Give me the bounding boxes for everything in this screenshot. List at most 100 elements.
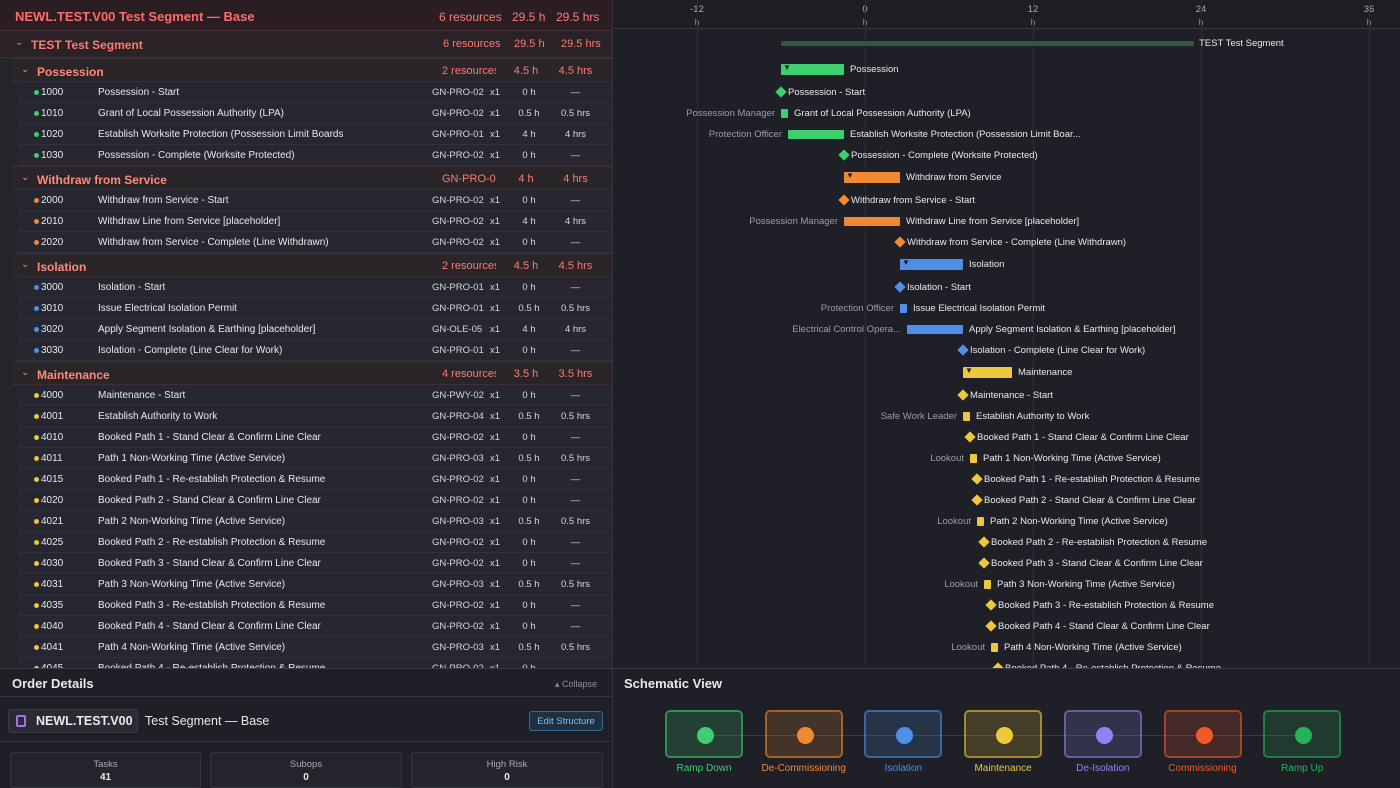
task-tree-panel: NEWL.TEST.V00 Test Segment — Base 6 reso… xyxy=(0,0,612,668)
task-name: Possession - Start xyxy=(98,87,180,98)
task-bar[interactable] xyxy=(963,412,970,421)
stat-high-risk: High Risk 0 xyxy=(411,752,603,788)
task-row[interactable]: 1000 Possession - Start GN-PRO-02 x1 0 h — xyxy=(18,82,612,103)
milestone-diamond[interactable] xyxy=(894,236,906,248)
milestone-diamond[interactable] xyxy=(985,599,997,611)
task-name: Maintenance - Start xyxy=(98,390,186,401)
task-row[interactable]: 4020 Booked Path 2 - Stand Clear & Confir… xyxy=(18,490,612,511)
phase-node[interactable] xyxy=(764,710,843,758)
task-row[interactable]: 2000 Withdraw from Service - Start GN-PRO-… xyxy=(18,190,612,211)
task-row[interactable]: 4041 Path 4 Non-Working Time (Active Serv… xyxy=(18,637,612,658)
group-row[interactable]: ⌄ Withdraw from Service GN-PRO-02 4 h 4 hrs xyxy=(12,166,612,190)
task-row[interactable]: 4000 Maintenance - Start GN-PWY-02 x1 0 h — xyxy=(18,385,612,406)
phase-node[interactable] xyxy=(964,710,1043,758)
milestone-diamond[interactable] xyxy=(957,389,969,401)
task-row[interactable]: 4035 Booked Path 3 - Re-establish Protect… xyxy=(18,595,612,616)
milestone-label: Booked Path 3 - Stand Clear & Confirm Li… xyxy=(991,558,1203,569)
task-row[interactable]: 2010 Withdraw Line from Service [placehol… xyxy=(18,211,612,232)
milestone-diamond[interactable] xyxy=(978,536,990,548)
caret-down-icon: ▼ xyxy=(783,63,791,72)
task-row[interactable]: 4010 Booked Path 1 - Stand Clear & Confir… xyxy=(18,427,612,448)
task-row[interactable]: 3010 Issue Electrical Isolation Permit GN-… xyxy=(18,298,612,319)
axis-tick-label: 12 xyxy=(1013,4,1053,15)
caret-down-icon: ▼ xyxy=(846,171,854,180)
milestone-diamond[interactable] xyxy=(978,557,990,569)
task-name: Booked Path 1 - Re-establish Protection … xyxy=(98,474,326,485)
segment-bar[interactable] xyxy=(781,41,1194,46)
task-resource-code: GN-PRO-02 xyxy=(432,537,484,548)
task-bar[interactable] xyxy=(984,580,991,589)
task-bar[interactable] xyxy=(977,517,984,526)
phase-node[interactable] xyxy=(665,710,743,758)
chevron-down-icon[interactable]: ⌄ xyxy=(15,37,24,48)
milestone-diamond[interactable] xyxy=(838,194,850,206)
group-bar[interactable]: ▼ xyxy=(844,171,900,183)
order-header-row[interactable]: NEWL.TEST.V00 Test Segment — Base 6 reso… xyxy=(0,0,612,31)
milestone-diamond[interactable] xyxy=(894,281,906,293)
milestone-diamond[interactable] xyxy=(971,494,983,506)
task-row[interactable]: 2020 Withdraw from Service - Complete (Li… xyxy=(18,232,612,253)
task-duration: 0.5 h xyxy=(518,642,540,653)
task-row[interactable]: 1010 Grant of Local Possession Authority … xyxy=(18,103,612,124)
task-resource-code: GN-PRO-02 xyxy=(432,150,484,161)
group-hours: 4.5 hrs xyxy=(558,65,593,77)
group-bar[interactable]: ▼ xyxy=(781,63,844,75)
task-row[interactable]: 1030 Possession - Complete (Worksite Prot… xyxy=(18,145,612,166)
chevron-down-icon[interactable]: ⌄ xyxy=(21,172,30,183)
stat-subops: Subops 0 xyxy=(210,752,402,788)
segment-row[interactable]: ⌄ TEST Test Segment 6 resources 29.5 h 2… xyxy=(0,31,612,58)
phase-node[interactable] xyxy=(1263,710,1342,758)
task-id: 3000 xyxy=(41,282,64,293)
milestone-diamond[interactable] xyxy=(985,620,997,632)
task-bar[interactable] xyxy=(781,109,788,118)
task-resource-code: GN-PRO-02 xyxy=(432,663,484,668)
task-bar[interactable] xyxy=(991,643,998,652)
task-row[interactable]: 4040 Booked Path 4 - Stand Clear & Confir… xyxy=(18,616,612,637)
task-bar[interactable] xyxy=(970,454,977,463)
task-row[interactable]: 3030 Isolation - Complete (Line Clear for… xyxy=(18,340,612,361)
group-row[interactable]: ⌄ Possession 2 resources 4.5 h 4.5 hrs xyxy=(12,58,612,82)
gantt-panel[interactable]: -12 h 0 h 12 h 24 h 36 h TEST Test Segment ▼ Posses… xyxy=(612,0,1400,668)
task-row[interactable]: 3000 Isolation - Start GN-PRO-01 x1 0 h — xyxy=(18,277,612,298)
task-row[interactable]: 4030 Booked Path 3 - Stand Clear & Confir… xyxy=(18,553,612,574)
task-row[interactable]: 3020 Apply Segment Isolation & Earthing [… xyxy=(18,319,612,340)
task-id: 4021 xyxy=(41,516,64,527)
task-bar[interactable] xyxy=(788,130,844,139)
milestone-diamond[interactable] xyxy=(838,149,850,161)
phase-dot-icon xyxy=(1095,727,1113,744)
group-bar[interactable]: ▼ xyxy=(900,258,963,270)
task-row[interactable]: 4015 Booked Path 1 - Re-establish Protect… xyxy=(18,469,612,490)
chevron-down-icon[interactable]: ⌄ xyxy=(21,64,30,75)
collapse-button[interactable]: ▴ Collapse xyxy=(555,679,598,689)
group-row[interactable]: ⌄ Maintenance 4 resources 3.5 h 3.5 hrs xyxy=(12,361,612,385)
group-name: Isolation xyxy=(37,260,87,274)
stat-label: Tasks xyxy=(93,759,118,770)
task-bar[interactable] xyxy=(907,325,963,334)
phase-label: Maintenance xyxy=(974,763,1032,774)
phase-node[interactable] xyxy=(1063,710,1142,758)
segment-duration: 29.5 h xyxy=(514,38,545,50)
phase-label: Isolation xyxy=(884,763,923,774)
group-bar[interactable]: ▼ xyxy=(963,366,1012,378)
phase-node[interactable] xyxy=(864,710,943,758)
task-bar[interactable] xyxy=(844,217,900,226)
group-row[interactable]: ⌄ Isolation 2 resources 4.5 h 4.5 hrs xyxy=(12,253,612,277)
milestone-diamond[interactable] xyxy=(971,473,983,485)
task-row[interactable]: 1020 Establish Worksite Protection (Posse… xyxy=(18,124,612,145)
task-row[interactable]: 4025 Booked Path 2 - Re-establish Protect… xyxy=(18,532,612,553)
grid-line xyxy=(1369,0,1370,668)
chevron-down-icon[interactable]: ⌄ xyxy=(21,259,30,270)
task-row[interactable]: 4011 Path 1 Non-Working Time (Active Serv… xyxy=(18,448,612,469)
task-row[interactable]: 4021 Path 2 Non-Working Time (Active Serv… xyxy=(18,511,612,532)
task-row[interactable]: 4045 Booked Path 4 - Re-establish Protect… xyxy=(18,658,612,668)
task-row[interactable]: 4031 Path 3 Non-Working Time (Active Serv… xyxy=(18,574,612,595)
milestone-diamond[interactable] xyxy=(964,431,976,443)
chevron-down-icon[interactable]: ⌄ xyxy=(21,367,30,378)
phase-node[interactable] xyxy=(1163,710,1242,758)
milestone-diamond[interactable] xyxy=(957,344,969,356)
task-bar[interactable] xyxy=(900,304,907,313)
task-row[interactable]: 4001 Establish Authority to Work GN-PRO-04… xyxy=(18,406,612,427)
edit-structure-button[interactable]: Edit Structure xyxy=(529,711,603,731)
milestone-diamond[interactable] xyxy=(775,86,787,98)
task-bar-label: Path 3 Non-Working Time (Active Service) xyxy=(997,579,1175,590)
